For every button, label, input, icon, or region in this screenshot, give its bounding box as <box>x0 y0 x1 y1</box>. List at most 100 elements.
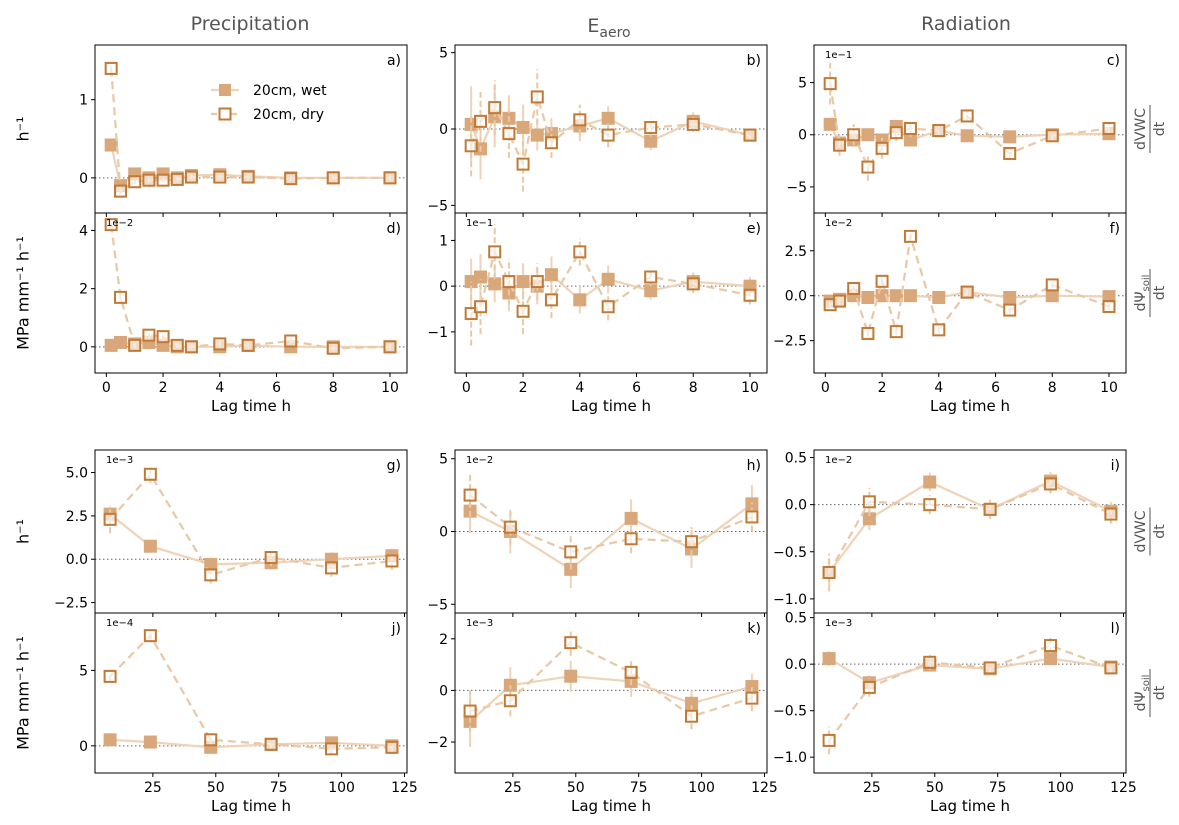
point-dry <box>104 218 118 232</box>
point-dry <box>862 680 876 694</box>
point-dry <box>143 629 157 643</box>
panel-a: 0 1 a) <box>79 44 408 217</box>
axes-frame <box>454 212 768 374</box>
x-tick-label: 50 <box>926 780 944 796</box>
point-dry <box>128 338 142 352</box>
series-dry <box>463 629 759 732</box>
point-wet <box>644 284 658 298</box>
y-tick-label: −2 <box>427 735 448 751</box>
series-line <box>469 641 753 718</box>
column-titles: Precipitation Eaero Radiation <box>191 13 1011 41</box>
y-tick-label: −1.0 <box>773 592 807 608</box>
x-axis-label: Lag time h <box>930 397 1010 415</box>
panel-k: −2 0 2 25 50 75 100 125 Lag time h k) 1e−3 <box>427 612 778 815</box>
series-line <box>469 675 753 723</box>
scale-offset-label: 1e−3 <box>106 455 133 466</box>
x-tick-label: 75 <box>270 780 288 796</box>
point-dry <box>932 124 946 138</box>
point-dry <box>530 90 544 104</box>
point-dry <box>743 128 757 142</box>
series-dry <box>823 229 1116 340</box>
point-wet <box>624 511 638 525</box>
series-line <box>110 738 392 749</box>
point-wet <box>544 268 558 282</box>
fraction-numerator: dΨsoil <box>1133 275 1152 312</box>
point-wet <box>1044 652 1058 666</box>
point-dry <box>847 282 861 296</box>
series-line <box>109 633 392 750</box>
point-dry <box>104 61 118 75</box>
series-wet <box>103 733 399 754</box>
point-wet <box>516 275 530 289</box>
point-wet <box>903 289 917 303</box>
point-dry <box>385 740 399 754</box>
panel-f: −2.5 0.0 2.5 0 2 4 6 8 10 Lag time h f) 1e−2 <box>773 212 1127 415</box>
panel-letter: a) <box>387 53 401 69</box>
x-tick-label: 25 <box>504 780 522 796</box>
panel-g: −2.5 0.0 2.5 5.0 g) 1e−3 <box>54 449 408 617</box>
point-dry <box>103 512 117 526</box>
point-dry <box>503 694 517 708</box>
point-dry <box>1104 661 1118 675</box>
axes-frame <box>813 44 1127 214</box>
point-dry <box>464 139 478 153</box>
point-dry <box>502 275 516 289</box>
x-tick-label: 8 <box>689 380 698 396</box>
y-tick-label: 0.5 <box>785 611 807 627</box>
panel-letter: d) <box>387 221 401 237</box>
point-dry <box>923 498 937 512</box>
point-dry <box>624 665 638 679</box>
series-line <box>469 502 753 571</box>
point-dry <box>822 565 836 579</box>
panel-letter: j) <box>391 621 401 637</box>
point-dry <box>932 323 946 337</box>
point-dry <box>170 172 184 186</box>
point-dry <box>889 126 903 140</box>
point-wet <box>474 270 488 284</box>
point-dry <box>861 326 875 340</box>
point-dry <box>184 340 198 354</box>
point-dry <box>383 171 397 185</box>
point-dry <box>142 328 156 342</box>
x-tick-label: 8 <box>1048 380 1057 396</box>
legend-marker-dry <box>218 107 232 121</box>
y-tick-label: 0 <box>439 122 448 138</box>
y-tick-label: 0 <box>79 340 88 356</box>
point-dry <box>383 340 397 354</box>
panel-letter: g) <box>387 458 401 474</box>
point-wet <box>103 733 117 747</box>
point-dry <box>1003 147 1017 161</box>
panel-h: −5 0 5 h) 1e−2 <box>427 449 768 617</box>
point-dry <box>114 184 128 198</box>
y-tick-label: 0 <box>439 279 448 295</box>
fraction-numerator: dVWC <box>1133 510 1149 552</box>
column-title-eaero: Eaero <box>587 15 630 41</box>
x-tick-label: 100 <box>328 780 355 796</box>
x-tick-label: 6 <box>632 380 641 396</box>
panel-j: 0 5 25 50 75 100 125 Lag time h j) 1e−4 <box>79 612 418 815</box>
x-tick-label: 50 <box>567 780 585 796</box>
x-tick-label: 4 <box>575 380 584 396</box>
fraction-denominator: dt <box>1152 285 1168 300</box>
point-dry <box>516 304 530 318</box>
x-tick-label: 25 <box>863 780 881 796</box>
x-axis-label: Lag time h <box>571 797 651 815</box>
legend-marker-wet <box>219 84 231 96</box>
y-tick-label: 5 <box>79 663 88 679</box>
x-tick-label: 6 <box>991 380 1000 396</box>
scale-offset-label: 1e−2 <box>825 218 852 229</box>
point-dry <box>960 285 974 299</box>
point-dry <box>903 229 917 243</box>
y-tick-label: 0 <box>439 525 448 541</box>
point-dry <box>624 532 638 546</box>
y-tick-label: 0 <box>798 128 807 144</box>
point-dry <box>544 293 558 307</box>
x-tick-label: 10 <box>741 380 759 396</box>
series-line <box>829 236 1110 338</box>
x-tick-label: 0 <box>102 380 111 396</box>
series-dry <box>103 465 399 584</box>
y-tick-label: 2.5 <box>66 509 88 525</box>
point-dry <box>103 669 117 683</box>
y-tick-label: 0.0 <box>785 289 807 305</box>
